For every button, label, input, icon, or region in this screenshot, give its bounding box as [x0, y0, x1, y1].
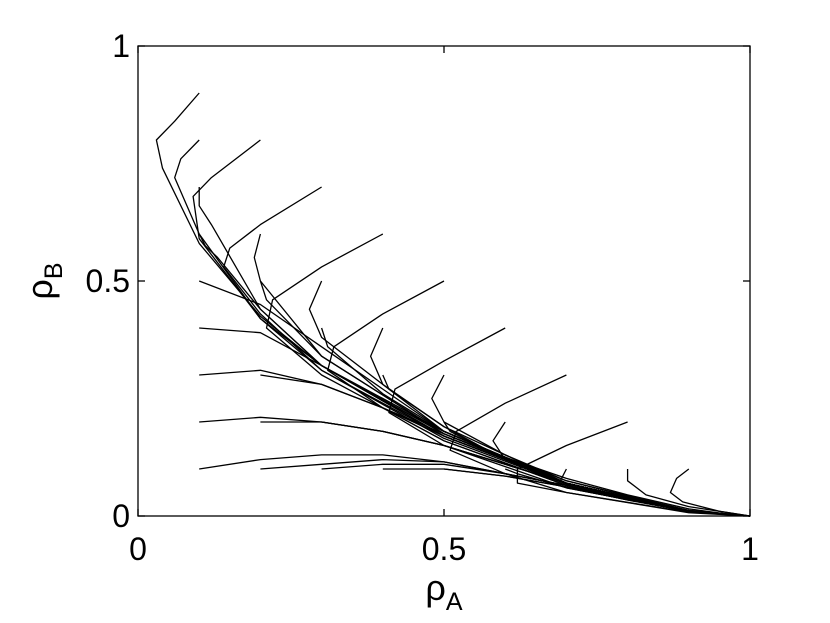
trajectory-lines — [155, 92, 751, 517]
trajectory-line-20 — [516, 421, 751, 517]
y-axis-label-base: ρ — [19, 279, 60, 299]
x-tick-label: 0 — [129, 531, 147, 567]
x-axis-label: ρA — [425, 567, 462, 616]
x-tick-labels: 0 0.5 1 — [129, 531, 759, 567]
x-tick-label: 1 — [741, 531, 759, 567]
x-axis-label-base: ρ — [425, 567, 445, 608]
x-axis-label-sub: A — [446, 588, 463, 616]
trajectory-line-24 — [669, 468, 751, 517]
y-axis-label: ρB — [19, 262, 68, 299]
trajectory-line-36 — [443, 468, 751, 517]
axis-ticks — [137, 45, 751, 517]
y-tick-label: 1 — [112, 28, 130, 64]
y-tick-label: 0.5 — [86, 263, 130, 299]
y-axis-label-sub: B — [40, 262, 68, 279]
y-tick-label: 0 — [112, 498, 130, 534]
x-tick-label: 0.5 — [422, 531, 466, 567]
y-tick-labels: 00.51 — [86, 28, 130, 534]
trajectory-line-23 — [626, 469, 751, 517]
